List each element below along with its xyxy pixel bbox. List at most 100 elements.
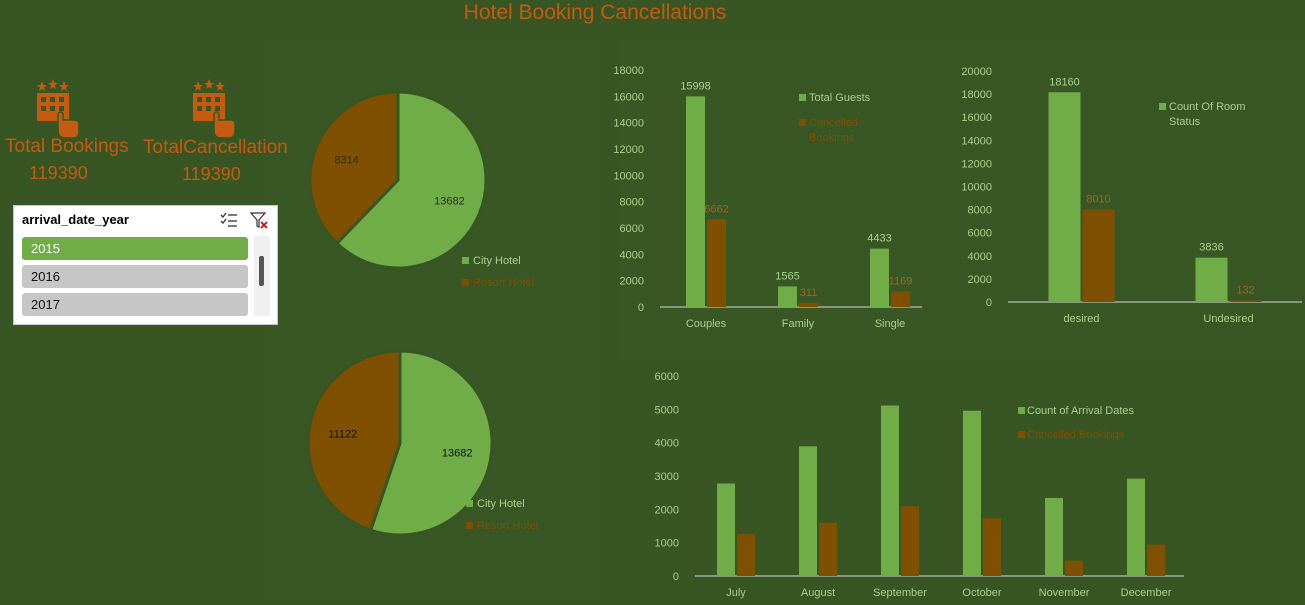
- bar-data-label: 1565: [775, 270, 799, 282]
- y-tick-label: 0: [673, 571, 679, 583]
- y-tick-label: 4000: [620, 249, 644, 261]
- y-tick-label: 18000: [613, 65, 644, 77]
- bar: [799, 302, 818, 307]
- bar-data-label: 4433: [867, 233, 891, 245]
- kpi-total-cancellation-label: TotalCancellation: [143, 137, 288, 158]
- pie-chart-2: 13682 11122 City Hotel Resort Hotel: [306, 349, 538, 537]
- bar: [881, 405, 899, 576]
- bar: [799, 446, 817, 576]
- bar-data-label: 1169: [889, 276, 913, 288]
- x-tick-label: Family: [782, 318, 815, 330]
- slicer-scrollbar[interactable]: [254, 236, 270, 316]
- guests-bar-chart: 0 2000 4000 6000 8000 10000 12000 14000 16000 180…: [613, 65, 922, 330]
- kpi-total-bookings-value: 119390: [29, 163, 88, 183]
- bar-data-label: 8010: [1086, 193, 1110, 205]
- bar: [1147, 544, 1165, 576]
- x-tick-label: September: [873, 587, 927, 599]
- y-tick-label: 6000: [968, 228, 992, 240]
- y-tick-label: 4000: [655, 438, 679, 450]
- legend-label: City Hotel: [477, 498, 525, 510]
- kpi-total-cancellation-value: 119390: [182, 164, 241, 184]
- x-tick-label: December: [1121, 587, 1172, 599]
- legend-swatch: [1018, 407, 1025, 414]
- pie-slice: [306, 349, 402, 533]
- y-tick-label: 6000: [620, 223, 644, 235]
- x-tick-label: Single: [875, 318, 906, 330]
- bar: [870, 248, 889, 307]
- x-tick-label: November: [1039, 587, 1090, 599]
- bar: [717, 483, 735, 576]
- y-tick-label: 16000: [613, 91, 644, 103]
- bar-data-label: 15998: [680, 80, 711, 92]
- legend-swatch: [799, 94, 806, 101]
- bar-data-label: 18160: [1049, 76, 1080, 88]
- pie-data-label: 11122: [328, 429, 357, 441]
- x-tick-label: October: [962, 587, 1001, 599]
- y-tick-label: 20000: [961, 66, 992, 78]
- legend-label: Cancelled: [809, 117, 858, 129]
- y-tick-label: 0: [638, 302, 644, 314]
- pie-chart-1: 13682 8314 City Hotel Resort Hotel: [308, 90, 534, 289]
- slicer-title: arrival_date_year: [22, 212, 129, 227]
- y-tick-label: 14000: [613, 118, 644, 130]
- hotel-tap-icon: [37, 79, 80, 139]
- bar: [1127, 478, 1145, 576]
- bar-data-label: 6662: [704, 203, 728, 215]
- x-tick-label: Couples: [686, 318, 727, 330]
- legend-label: Count of Arrival Dates: [1027, 405, 1134, 417]
- pie-data-label: 8314: [334, 154, 358, 166]
- pie-data-label: 13682: [442, 447, 473, 459]
- legend-label: City Hotel: [473, 255, 521, 267]
- y-tick-label: 12000: [961, 158, 992, 170]
- pie-data-label: 13682: [434, 196, 465, 208]
- x-tick-label: July: [726, 587, 746, 599]
- y-tick-label: 18000: [961, 89, 992, 101]
- legend-label: Count Of Room: [1169, 101, 1245, 113]
- multi-select-icon[interactable]: [219, 210, 239, 230]
- legend-label: Resort Hotel: [473, 277, 534, 289]
- y-tick-label: 1000: [655, 538, 679, 550]
- bar: [1065, 560, 1083, 576]
- pie-slice: [308, 90, 400, 246]
- bar: [1229, 300, 1262, 302]
- y-tick-label: 12000: [613, 144, 644, 156]
- y-tick-label: 3000: [655, 471, 679, 483]
- y-tick-label: 2000: [620, 276, 644, 288]
- slicer-item-2016[interactable]: 2016: [22, 265, 248, 288]
- y-tick-label: 2000: [968, 274, 992, 286]
- slicer-item-2015[interactable]: 2015: [22, 237, 248, 260]
- y-tick-label: 5000: [655, 404, 679, 416]
- x-tick-label: desired: [1063, 313, 1099, 325]
- y-tick-label: 0: [986, 297, 992, 309]
- y-tick-label: 2000: [655, 504, 679, 516]
- bar: [737, 534, 755, 576]
- legend-swatch: [466, 522, 473, 529]
- slicer-item-2017[interactable]: 2017: [22, 293, 248, 316]
- y-tick-label: 4000: [968, 251, 992, 263]
- y-tick-label: 6000: [655, 371, 679, 383]
- y-tick-label: 16000: [961, 112, 992, 124]
- y-tick-label: 8000: [620, 197, 644, 209]
- hotel-tap-icon: [193, 79, 236, 139]
- legend-swatch: [1018, 431, 1025, 438]
- bar: [1048, 92, 1081, 302]
- legend-label: Resort Hotel: [477, 520, 538, 532]
- pie-slice: [334, 90, 488, 270]
- year-slicer: arrival_date_year 2015 2016 2017: [13, 205, 278, 325]
- bar: [1082, 209, 1115, 302]
- bar: [778, 286, 797, 307]
- bar-data-label: 3836: [1199, 242, 1223, 254]
- legend-swatch: [466, 500, 473, 507]
- y-tick-label: 14000: [961, 135, 992, 147]
- clear-filter-icon[interactable]: [249, 210, 269, 230]
- x-tick-label: Undesired: [1203, 313, 1253, 325]
- slicer-scroll-thumb[interactable]: [259, 256, 264, 286]
- bar: [983, 518, 1001, 576]
- x-tick-label: August: [801, 587, 835, 599]
- bar-data-label: 132: [1236, 284, 1254, 296]
- bar: [819, 522, 837, 576]
- room-status-bar-chart: 0 2000 4000 6000 8000 10000 12000 14000 16000 180…: [961, 66, 1302, 325]
- dashboard-title: Hotel Booking Cancellations: [463, 1, 727, 24]
- legend-swatch: [462, 257, 469, 264]
- bar: [1195, 257, 1228, 302]
